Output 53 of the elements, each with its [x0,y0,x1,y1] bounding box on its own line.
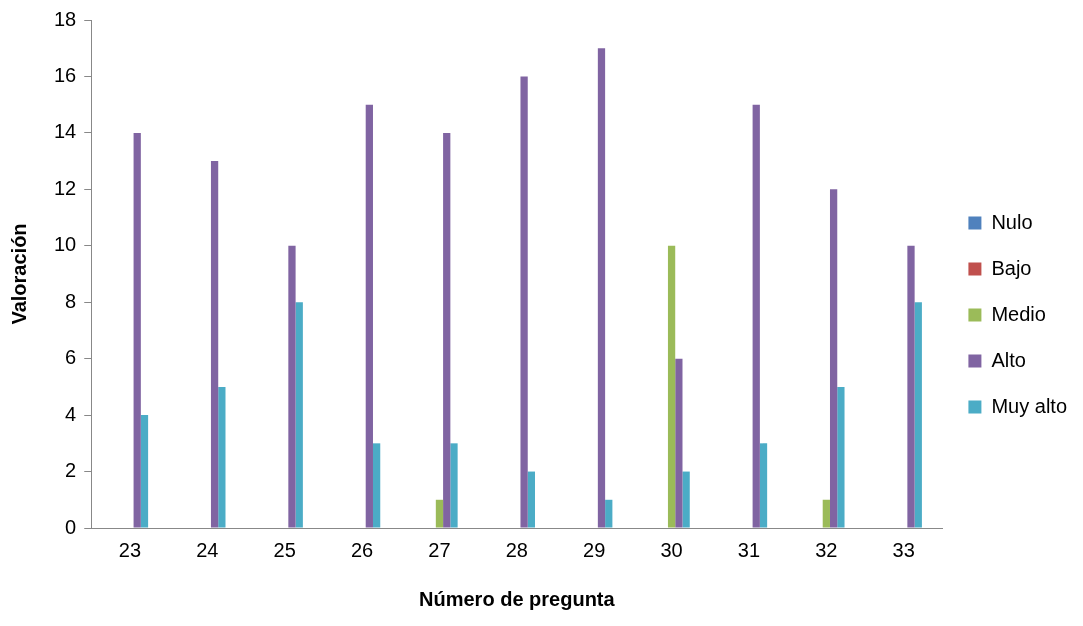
bar [907,245,915,528]
x-tick-label: 23 [118,538,142,561]
x-tick-label: 25 [273,538,296,561]
bar [372,443,381,528]
bar [837,386,845,528]
y-tick-label: 12 [54,176,77,199]
bar [605,499,613,528]
y-tick-label: 10 [54,233,77,256]
bar [288,245,296,528]
bar [759,443,768,528]
y-tick-label: 4 [65,402,77,425]
y-tick-label: 2 [65,459,77,482]
bar [752,104,760,528]
x-tick-label: 26 [350,538,374,561]
bar [365,104,373,528]
y-tick-label: 14 [54,120,77,143]
y-tick-label: 8 [65,289,77,312]
bar [682,471,690,528]
bar [675,358,683,528]
bar [443,132,451,528]
y-tick-label: 6 [65,346,77,369]
legend-label: Bajo [991,256,1032,279]
x-tick-label: 24 [196,538,219,561]
bar [435,499,444,528]
x-axis-title: Número de pregunta [419,587,616,610]
bar [140,415,149,528]
x-tick-label: 32 [815,538,838,561]
y-axis-title: Valoración [7,223,30,325]
bar [527,471,536,528]
x-tick-label: 29 [583,538,606,561]
y-tick-label: 18 [54,7,77,30]
legend-label: Nulo [991,210,1033,233]
bar [822,499,830,528]
x-tick-label: 31 [737,538,761,561]
legend-label: Muy alto [991,394,1068,417]
legend-label: Alto [991,348,1026,371]
x-tick-label: 30 [660,538,683,561]
legend-label: Medio [991,302,1046,325]
x-tick-label: 33 [892,538,915,561]
bar [520,76,528,528]
bar [597,48,606,528]
y-tick-label: 16 [54,63,77,86]
bar [829,189,838,528]
x-tick-label: 28 [505,538,528,561]
bar [914,302,922,528]
bar [133,132,141,528]
bar [210,161,219,528]
bar [667,245,676,528]
x-tick-label: 27 [428,538,451,561]
bar [295,302,303,528]
bar [218,386,226,528]
bar [450,443,458,528]
y-tick-label: 0 [65,515,77,538]
